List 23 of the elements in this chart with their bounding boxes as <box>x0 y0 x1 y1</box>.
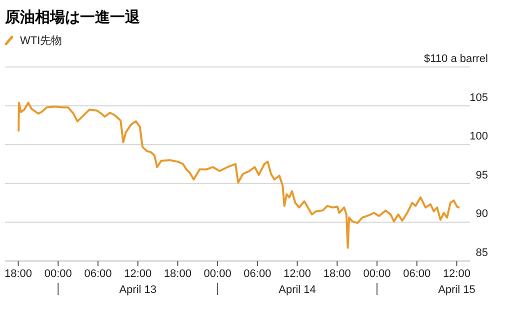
y-tick-label: 100 <box>470 130 488 143</box>
x-tick-label: 00:00 <box>204 268 232 280</box>
y-tick-label: 90 <box>476 208 488 220</box>
x-tick-label: 12:00 <box>442 268 470 280</box>
x-tick-label: 18:00 <box>164 268 192 280</box>
x-tick-label: 06:00 <box>244 268 272 280</box>
x-tick-label: 06:00 <box>403 268 431 280</box>
text: April 14 <box>278 284 316 296</box>
x-tick-label: 18:00 <box>4 268 32 280</box>
x-tick-label: 00:00 <box>44 268 72 280</box>
legend-label: WTI先物 <box>20 34 62 47</box>
x-tick-label: 12:00 <box>284 268 312 280</box>
x-tick-label: 06:00 <box>84 268 112 280</box>
x-tick-label: 18:00 <box>323 268 351 280</box>
x-tick-label: 00:00 <box>363 268 391 280</box>
y-tick-label: $110 a barrel <box>424 53 488 65</box>
text: April 15 <box>438 284 476 296</box>
x-tick-label: 12:00 <box>124 268 152 280</box>
y-tick-label: 105 <box>470 92 488 104</box>
chart-title: 原油相場は一進一退 <box>4 9 141 26</box>
y-tick-label: 95 <box>476 169 488 182</box>
text: April 13 <box>119 284 157 296</box>
y-tick-label: 85 <box>476 247 488 259</box>
